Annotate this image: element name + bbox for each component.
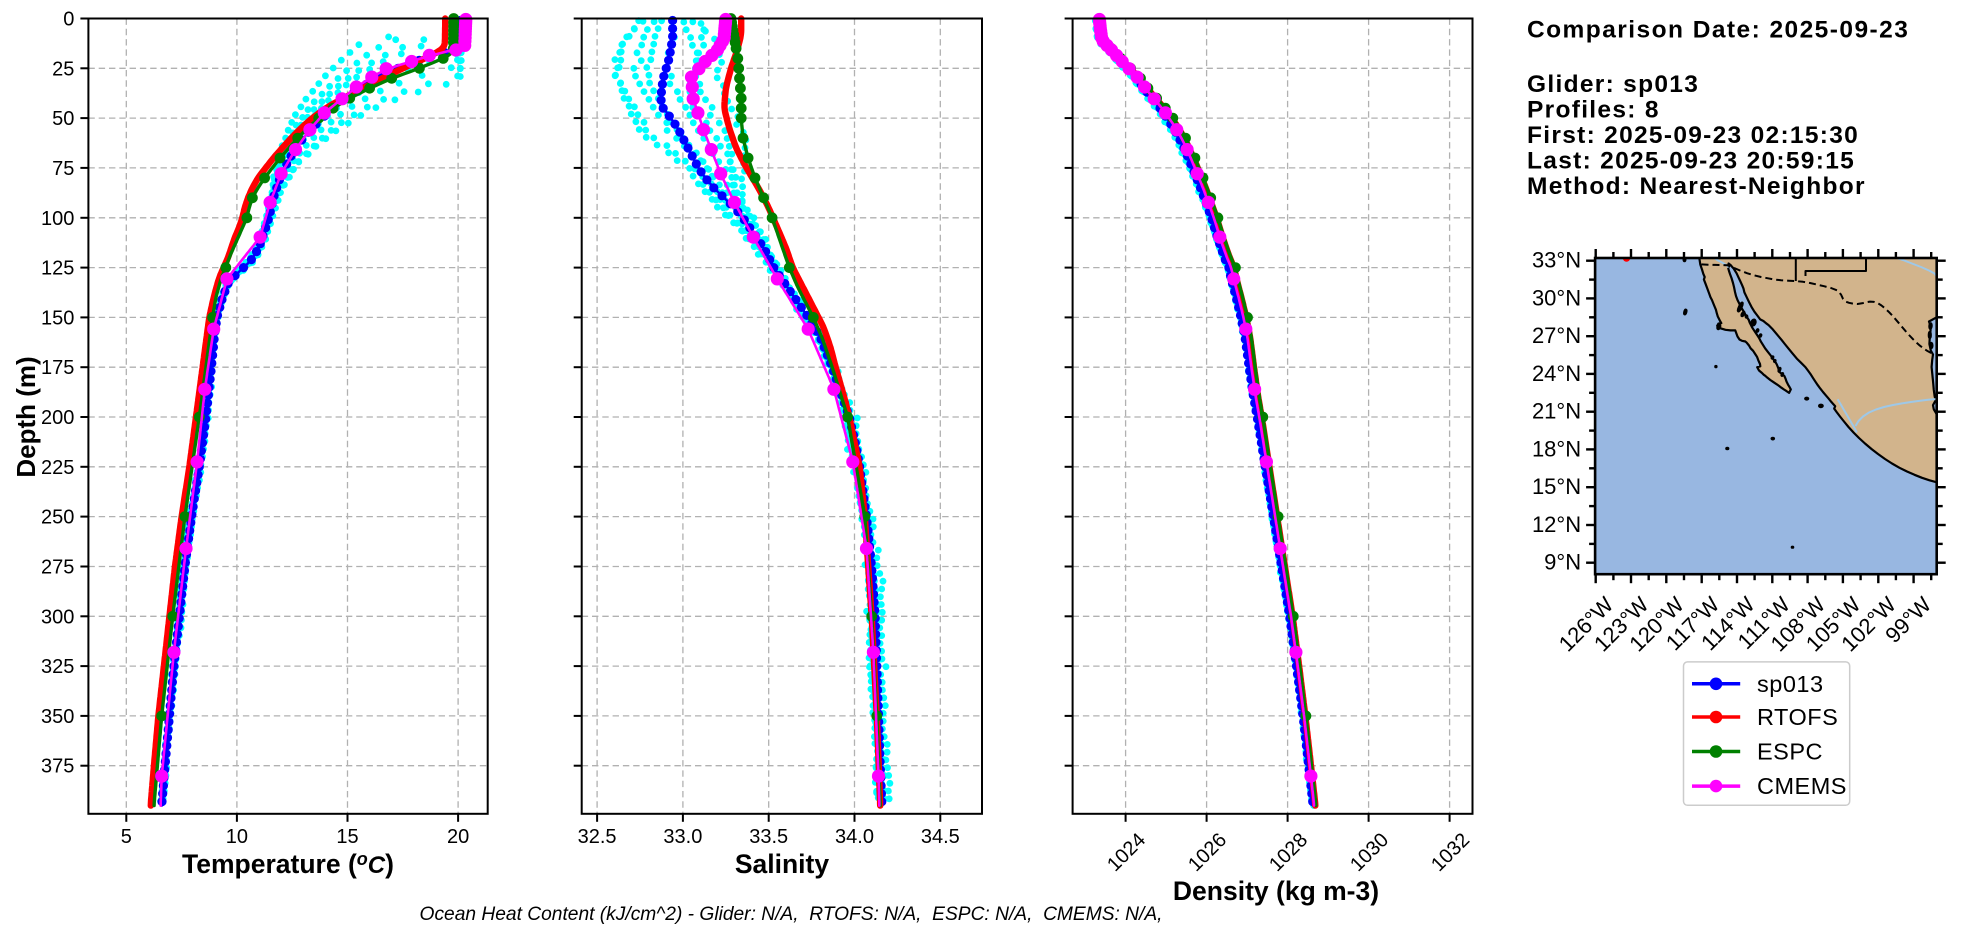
svg-text:Profiles: 8: Profiles: 8 [1527, 97, 1660, 124]
svg-text:125: 125 [41, 258, 74, 280]
svg-text:Comparison Date: 2025-09-23: Comparison Date: 2025-09-23 [1527, 17, 1909, 44]
svg-text:CMEMS: CMEMS [1757, 773, 1847, 799]
svg-text:350: 350 [41, 706, 74, 728]
svg-text:100: 100 [41, 208, 74, 230]
svg-text:325: 325 [41, 656, 74, 678]
svg-text:12°N: 12°N [1532, 512, 1581, 537]
svg-text:First: 2025-09-23 02:15:30: First: 2025-09-23 02:15:30 [1527, 122, 1859, 149]
svg-text:32.5: 32.5 [578, 826, 617, 848]
svg-text:ESPC: ESPC [1757, 739, 1823, 765]
svg-text:225: 225 [41, 457, 74, 479]
svg-text:10: 10 [226, 826, 248, 848]
svg-text:50: 50 [52, 108, 74, 130]
svg-text:0: 0 [63, 9, 74, 31]
svg-text:75: 75 [52, 158, 74, 180]
svg-text:15: 15 [336, 826, 358, 848]
svg-text:9°N: 9°N [1544, 550, 1581, 575]
svg-text:27°N: 27°N [1532, 323, 1581, 348]
svg-text:300: 300 [41, 606, 74, 628]
svg-text:Depth (m): Depth (m) [11, 356, 41, 477]
svg-text:15°N: 15°N [1532, 474, 1581, 499]
svg-text:33°N: 33°N [1532, 248, 1581, 273]
svg-text:18°N: 18°N [1532, 436, 1581, 461]
svg-text:375: 375 [41, 756, 74, 778]
svg-text:175: 175 [41, 357, 74, 379]
svg-text:150: 150 [41, 307, 74, 329]
svg-text:Method: Nearest-Neighbor: Method: Nearest-Neighbor [1527, 173, 1866, 200]
svg-text:Last: 2025-09-23 20:59:15: Last: 2025-09-23 20:59:15 [1527, 148, 1855, 175]
svg-text:24°N: 24°N [1532, 361, 1581, 386]
svg-text:sp013: sp013 [1757, 671, 1824, 697]
svg-text:20: 20 [447, 826, 469, 848]
svg-text:200: 200 [41, 407, 74, 429]
svg-text:RTOFS: RTOFS [1757, 704, 1838, 730]
svg-text:34.0: 34.0 [835, 826, 874, 848]
svg-text:Glider: sp013: Glider: sp013 [1527, 71, 1699, 98]
svg-text:Ocean Heat Content (kJ/cm^2) -: Ocean Heat Content (kJ/cm^2) - Glider: N… [420, 904, 1163, 925]
svg-text:Density (kg m-3): Density (kg m-3) [1173, 876, 1379, 906]
svg-text:30°N: 30°N [1532, 285, 1581, 310]
svg-text:34.5: 34.5 [921, 826, 960, 848]
svg-text:275: 275 [41, 557, 74, 579]
svg-text:5: 5 [121, 826, 132, 848]
svg-text:33.5: 33.5 [749, 826, 788, 848]
svg-text:33.0: 33.0 [663, 826, 702, 848]
svg-text:21°N: 21°N [1532, 399, 1581, 424]
svg-text:25: 25 [52, 58, 74, 80]
svg-text:250: 250 [41, 507, 74, 529]
svg-text:Salinity: Salinity [735, 849, 830, 879]
